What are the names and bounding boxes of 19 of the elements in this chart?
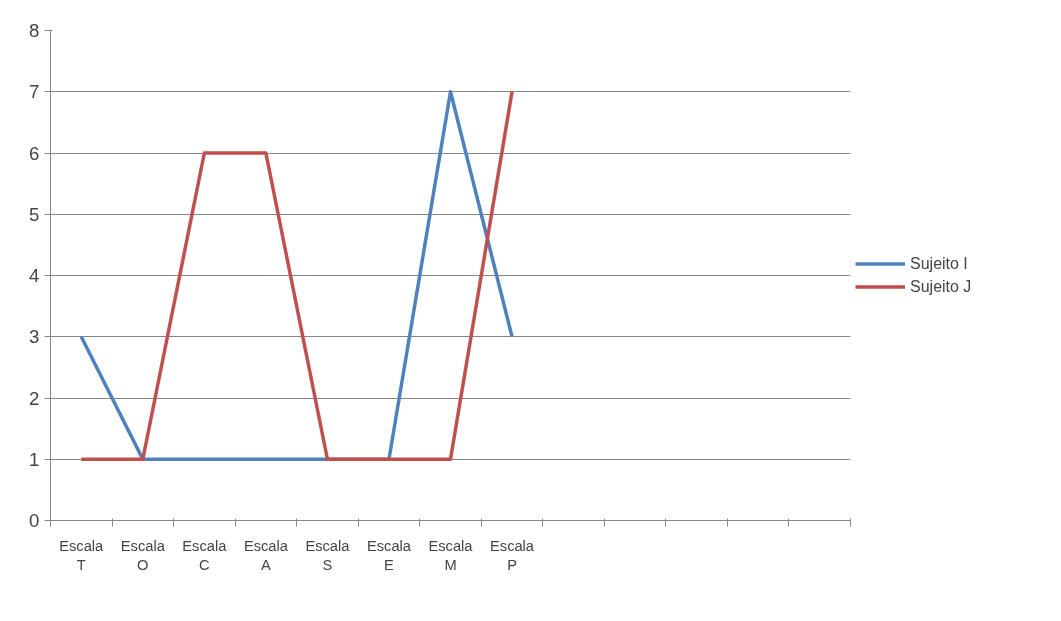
y-tick-label: 1 <box>29 448 40 470</box>
y-tick-label: 8 <box>29 20 40 41</box>
x-tick-label: Escala A <box>243 537 289 573</box>
x-tick-label: Escala P <box>490 537 535 573</box>
y-tick-label: 4 <box>29 265 40 286</box>
x-tick-label: Escala T <box>59 537 105 573</box>
y-tick-label: 5 <box>29 203 40 225</box>
y-tick-label: 0 <box>29 510 40 531</box>
x-tick-label: Escala S <box>305 537 351 573</box>
legend-label: Sujeito J <box>910 277 972 296</box>
y-tick-label: 7 <box>29 81 40 103</box>
y-tick-label: 6 <box>29 142 40 164</box>
x-tick-label: Escala C <box>182 537 228 573</box>
y-tick-label: 2 <box>29 387 40 409</box>
x-tick-label: Escala O <box>120 537 166 573</box>
y-tick-label: 3 <box>29 326 40 348</box>
legend-label: Sujeito I <box>910 254 968 273</box>
x-tick-label: Escala E <box>366 537 412 573</box>
x-tick-label: Escala M <box>428 537 474 573</box>
